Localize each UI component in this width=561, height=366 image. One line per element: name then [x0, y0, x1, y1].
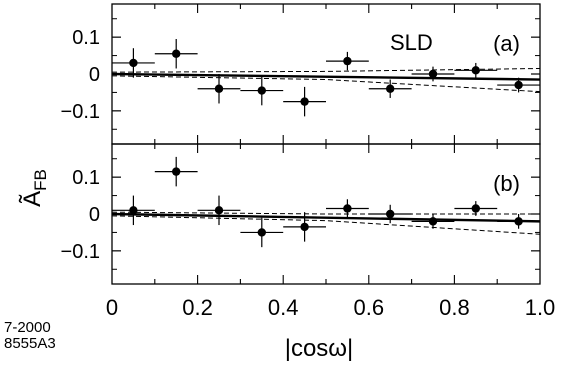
data-point: [471, 204, 480, 213]
data-point: [386, 209, 395, 219]
x-axis-title: |cosω|: [285, 335, 354, 362]
x-tick-label: 0.4: [268, 295, 299, 320]
footer-code: 8555A3: [4, 335, 56, 352]
data-point: [214, 84, 224, 93]
data-point: [428, 69, 438, 79]
plot-layer: 0.1 0 −0.1 (a) SLD 0.1 0 −0.1 (b) 0 0.2 0.4 0.6 0.8 1.…: [61, 3, 556, 320]
data-point: [300, 222, 309, 232]
x-tick-label: 1.0: [525, 295, 556, 320]
data-point: [172, 167, 181, 176]
x-tick-label: 0.8: [439, 295, 470, 320]
y-axis-title-main: Ã: [19, 191, 46, 207]
y-axis-title-subscript: FB: [31, 169, 50, 191]
y-axis-title: ÃFB: [19, 169, 50, 207]
data-point: [386, 84, 395, 93]
data-point: [514, 80, 523, 90]
y-tick-label: 0: [89, 64, 100, 86]
fit-line: [111, 212, 541, 223]
data-point: [300, 97, 309, 106]
y-tick-label: 0: [89, 204, 100, 226]
x-tick-label: 0.2: [182, 295, 213, 320]
data-point: [471, 66, 480, 75]
data-point: [172, 49, 181, 58]
panel-label: (b): [493, 171, 520, 196]
panel-label: (a): [493, 31, 520, 56]
band-upper-dashed-line: [111, 67, 541, 73]
data-point: [129, 58, 138, 68]
data-point: [343, 204, 352, 213]
data-point: [257, 228, 266, 237]
band-lower-dashed-line: [111, 75, 541, 93]
data-point: [428, 217, 438, 226]
x-tick-label: 0: [106, 295, 118, 320]
footer-date: 7-2000: [4, 319, 51, 336]
data-point: [129, 206, 138, 215]
x-tick-label: 0.6: [354, 295, 385, 320]
y-tick-label: 0.1: [72, 27, 100, 49]
data-point: [257, 86, 266, 95]
y-tick-label: 0.1: [72, 167, 100, 189]
y-tick-label: −0.1: [61, 101, 100, 123]
panel-annotation: SLD: [390, 30, 433, 55]
data-point: [214, 206, 224, 215]
fit-line: [111, 72, 541, 81]
data-point: [514, 217, 523, 226]
band-upper-dashed-line: [111, 211, 540, 215]
y-tick-label: −0.1: [61, 241, 100, 263]
data-point: [343, 56, 352, 66]
